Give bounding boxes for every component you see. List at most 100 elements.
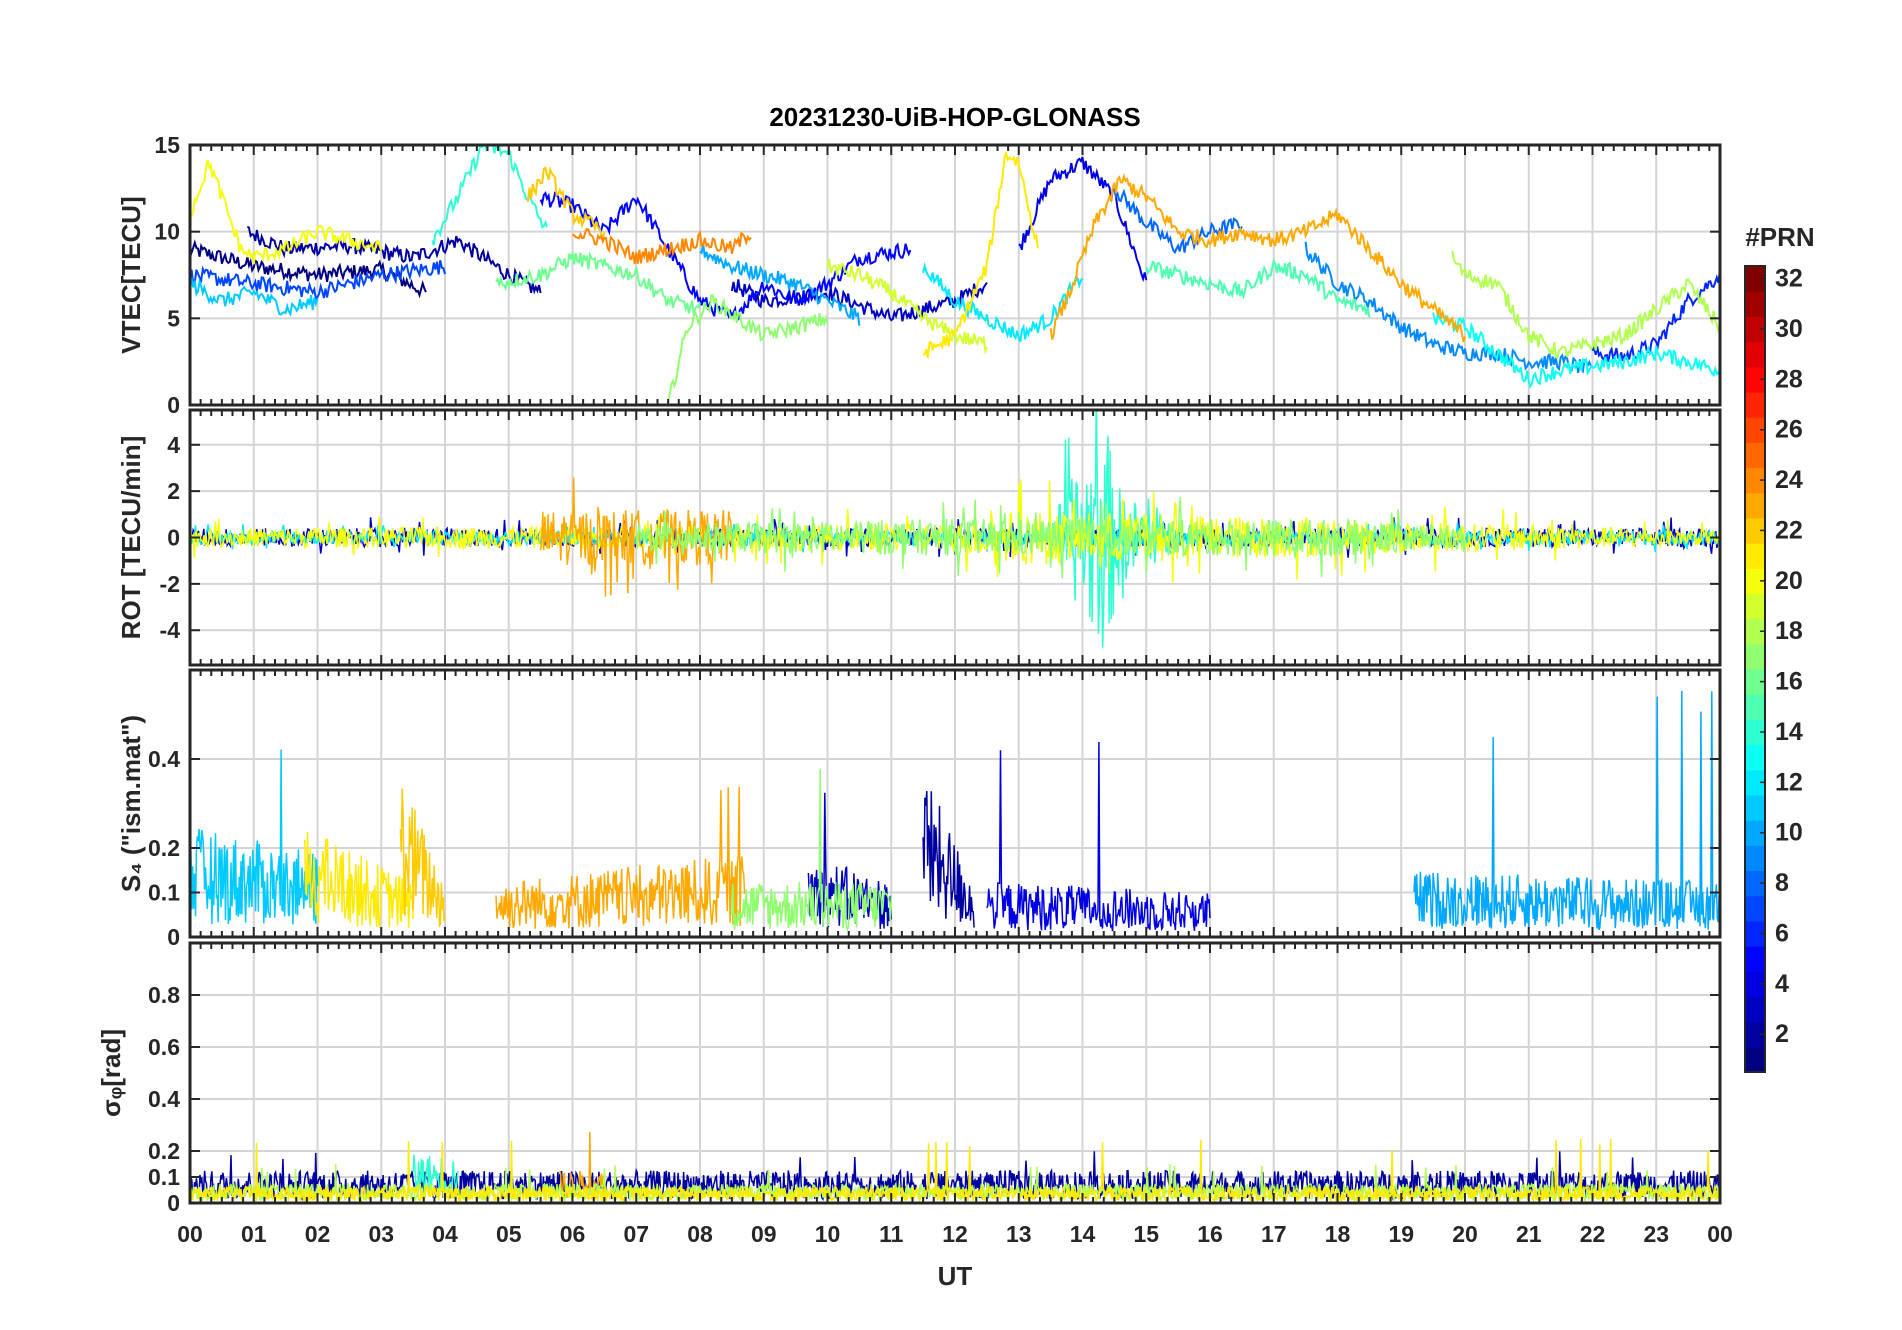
y-axis-label-s4: S₄ ("ism.mat")	[116, 715, 146, 892]
colorbar-band	[1745, 492, 1765, 519]
y-tick-label: 0	[167, 525, 180, 551]
colorbar-band	[1745, 820, 1765, 846]
x-axis-label: UT	[938, 1261, 973, 1291]
series-line-prn-7	[190, 260, 446, 302]
colorbar-tick-label: 4	[1775, 970, 1789, 998]
x-tick-label: 05	[496, 1221, 522, 1247]
y-tick-label: 0.1	[148, 1164, 180, 1190]
colorbar-tick-label: 24	[1775, 466, 1803, 494]
y-tick-label: 0	[167, 392, 180, 418]
series-line-prn-23	[1049, 173, 1466, 343]
y-tick-label: -2	[160, 571, 180, 597]
colorbar-band	[1745, 643, 1765, 670]
colorbar-band	[1745, 996, 1765, 1023]
x-tick-label: 22	[1580, 1221, 1606, 1247]
colorbar-band	[1745, 593, 1765, 620]
y-tick-label: 15	[154, 132, 180, 158]
y-tick-label: 0.2	[148, 1138, 180, 1164]
series-line-prn-17	[731, 769, 893, 932]
colorbar-band	[1745, 391, 1765, 418]
series-group	[190, 410, 1720, 648]
colorbar-band	[1745, 266, 1765, 292]
series-line-prn-19	[826, 258, 988, 355]
y-tick-label: 0.2	[148, 835, 180, 861]
y-tick-label: 0.4	[148, 1086, 180, 1112]
y-tick-label: 0.4	[148, 746, 180, 772]
series-line-prn-13	[1432, 311, 1720, 389]
series-line-prn-2	[246, 225, 542, 295]
y-axis-label-rot: ROT [TECU/min]	[116, 436, 146, 640]
x-tick-label: 19	[1388, 1221, 1414, 1247]
x-tick-label: 03	[368, 1221, 394, 1247]
colorbar-tick-label: 22	[1775, 516, 1803, 544]
colorbar-band	[1745, 895, 1765, 922]
series-line-prn-21	[922, 152, 1039, 359]
series-line-prn-24	[572, 227, 752, 265]
y-tick-label: 0.6	[148, 1034, 180, 1060]
series-line-prn-11	[190, 277, 319, 317]
colorbar-title: #PRN	[1745, 222, 1814, 252]
x-tick-label: 11	[879, 1221, 904, 1247]
series-line-prn-10	[699, 243, 861, 326]
series-line-prn-3	[807, 792, 893, 930]
series-line-prn-18	[1451, 250, 1720, 360]
colorbar-tick-label: 12	[1775, 768, 1803, 796]
colorbar-band	[1745, 694, 1765, 720]
x-tick-label: 16	[1197, 1221, 1223, 1247]
series-line-prn-10	[1413, 690, 1720, 931]
series-group	[190, 690, 1720, 932]
x-tick-label: 01	[241, 1221, 267, 1247]
series-line-prn-4	[986, 741, 1211, 932]
y-tick-label: 0	[167, 1190, 180, 1216]
colorbar-band	[1745, 442, 1765, 469]
colorbar-band	[1745, 316, 1765, 343]
colorbar-band	[1745, 946, 1765, 972]
colorbar-band	[1745, 543, 1765, 569]
x-tick-label: 04	[432, 1221, 458, 1247]
x-tick-label: 09	[751, 1221, 777, 1247]
series-line-prn-14	[412, 1154, 459, 1197]
colorbar-band	[1745, 467, 1765, 494]
colorbar-frame	[1744, 265, 1766, 1073]
colorbar-band	[1745, 417, 1765, 443]
panel-rot: -4 -2 0 2 4 ROT [TECU/min]	[116, 408, 1722, 667]
series-line-prn-22	[399, 788, 446, 928]
x-tick-label: 08	[687, 1221, 713, 1247]
x-tick-label: 12	[942, 1221, 968, 1247]
colorbar-band	[1745, 366, 1765, 393]
colorbar-tick-label: 30	[1775, 315, 1803, 343]
panel-vtec: 0 5 10 15 VTEC[TECU]	[116, 132, 1722, 418]
colorbar-tick-label: 20	[1775, 567, 1803, 595]
series-line-prn-11	[190, 749, 319, 925]
x-tick-label: 23	[1643, 1221, 1669, 1247]
x-tick-label: 14	[1070, 1221, 1096, 1247]
x-tick-label: 13	[1006, 1221, 1032, 1247]
colorbar-band	[1745, 920, 1765, 947]
colorbar-band	[1745, 568, 1765, 595]
x-tick-label: 17	[1261, 1221, 1287, 1247]
series-group	[190, 145, 1720, 403]
colorbar-tick-label: 16	[1775, 668, 1803, 696]
y-tick-label: 0.8	[148, 982, 180, 1008]
chart-title: 20231230-UiB-HOP-GLONASS	[769, 102, 1140, 132]
colorbar-band	[1745, 719, 1765, 746]
y-tick-label: 0.1	[148, 880, 180, 906]
x-tick-label: 06	[560, 1221, 586, 1247]
colorbar-tick-label: 26	[1775, 416, 1803, 444]
x-tick-label: 10	[815, 1221, 841, 1247]
x-tick-label: 02	[305, 1221, 331, 1247]
colorbar-tick-label: 6	[1775, 919, 1789, 947]
colorbar-band	[1745, 769, 1765, 796]
series-line-prn-17	[667, 294, 829, 403]
colorbar-band	[1745, 971, 1765, 998]
colorbar-tick-label: 32	[1775, 265, 1803, 293]
colorbar-band	[1745, 744, 1765, 771]
y-tick-label: 2	[167, 478, 180, 504]
series-line-prn-8	[1113, 187, 1243, 255]
colorbar-tick-label: 14	[1775, 718, 1803, 746]
x-tick-label: 07	[623, 1221, 649, 1247]
x-tick-label: 00	[1707, 1221, 1733, 1247]
colorbar-band	[1745, 845, 1765, 872]
